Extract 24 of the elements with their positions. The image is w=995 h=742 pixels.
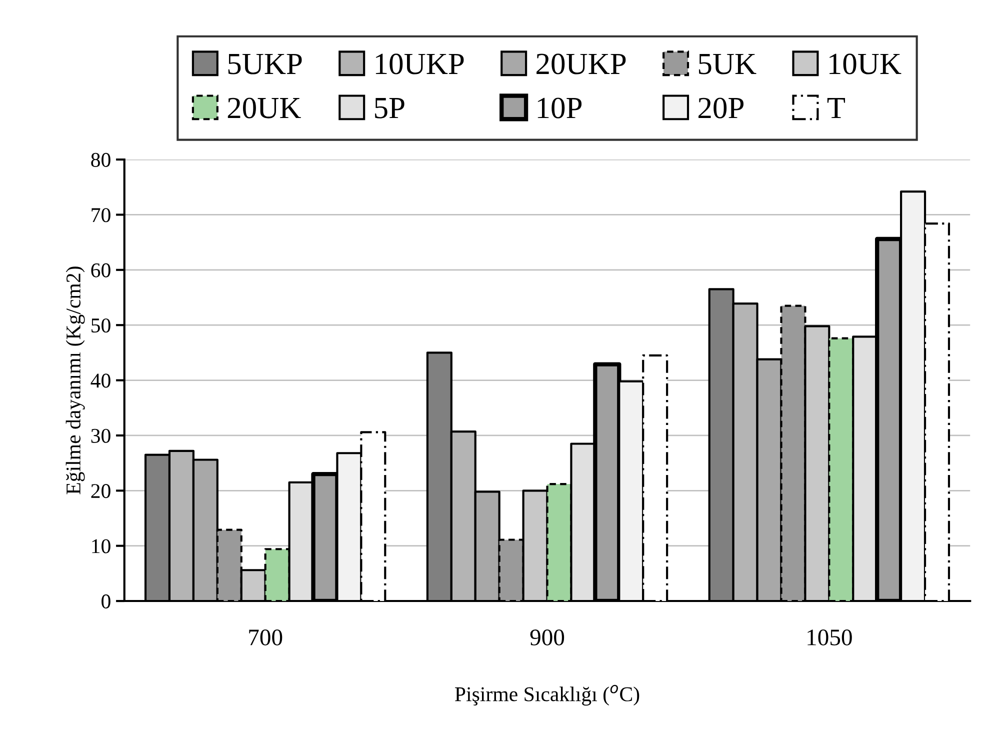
legend-label: T bbox=[827, 98, 846, 118]
y-tick-label: 0 bbox=[102, 594, 110, 608]
y-tick-label: 20 bbox=[91, 484, 110, 498]
y-tick-label: 60 bbox=[91, 263, 110, 278]
x-tick-label: 1050 bbox=[808, 629, 852, 646]
legend-label: 20UK bbox=[228, 98, 301, 118]
y-tick-label: 30 bbox=[91, 428, 110, 443]
y-tick-label: 10 bbox=[92, 539, 110, 554]
legend-label: 10UK bbox=[830, 54, 902, 74]
legend-label: 20UKP bbox=[536, 54, 626, 74]
x-tick-label: 900 bbox=[530, 629, 564, 646]
x-axis-title: Pişirme Sıcaklığı ($^{o}$C) bbox=[455, 684, 640, 706]
legend-label: 20P bbox=[698, 98, 744, 118]
legend-label: 10P bbox=[538, 98, 582, 118]
y-axis-title: Eğilme dayanımı (Kg/cm2) bbox=[66, 266, 85, 494]
x-tick-label: 700 bbox=[249, 629, 282, 646]
legend-label: 10UKP bbox=[376, 54, 464, 74]
y-tick-label: 40 bbox=[90, 374, 110, 388]
legend-label: 5UKP bbox=[228, 54, 302, 74]
y-tick-label: 80 bbox=[91, 152, 110, 167]
y-tick-label: 50 bbox=[92, 318, 110, 333]
legend-label: 5UK bbox=[698, 54, 756, 74]
legend-label: 5P bbox=[375, 98, 404, 118]
y-tick-label: 70 bbox=[92, 208, 110, 222]
